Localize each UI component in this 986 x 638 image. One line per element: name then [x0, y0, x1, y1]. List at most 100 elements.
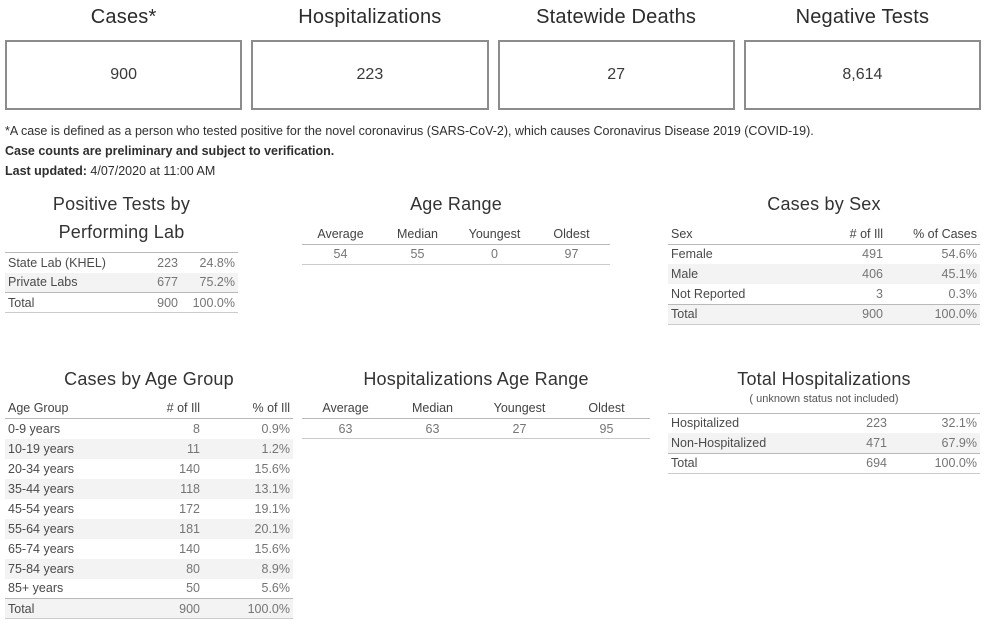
table-cell: 8.9% [261, 561, 291, 576]
table-cell: 172 [179, 501, 200, 516]
table-cell: 55 [410, 247, 425, 261]
table-cell: 15.6% [254, 461, 290, 476]
table-row: Not Reported 3 0.3% [668, 284, 980, 304]
table-cell: 13.1% [254, 481, 290, 496]
column-header: Oldest [533, 224, 610, 245]
column-header: Youngest [456, 224, 533, 245]
table-cell: 65-74 years [8, 541, 75, 556]
panel-subtitle-total-hospitalizations: ( unknown status not included) [749, 392, 899, 405]
table-cell: 100.0% [203, 598, 293, 619]
column-header: Median [389, 398, 476, 419]
table-cell: 35-44 years [8, 481, 75, 496]
column-header: # of Ill [127, 398, 203, 419]
table-cell: Total [668, 303, 808, 324]
table-cell: 19.1% [254, 501, 290, 516]
kpi-value-negative-tests: 8,614 [842, 66, 883, 83]
table-cell: 10-19 years [8, 441, 75, 456]
positive-tests-by-performing-lab-table: State Lab (KHEL) 223 24.8% Private Labs 677 7… [5, 252, 238, 313]
table-row: Total 900 100.0% [668, 303, 980, 324]
table-row: 55-64 years 181 20.1% [5, 518, 293, 539]
table-cell: 3 [876, 286, 883, 301]
table-cell: 406 [862, 267, 883, 281]
table-cell: State Lab (KHEL) [8, 255, 106, 270]
table-cell: 491 [862, 247, 883, 262]
kpi-title-hospitalizations: Hospitalizations [298, 6, 442, 28]
kpi-box-hospitalizations: 223 [251, 40, 489, 110]
panel-positive-tests-by-lab: Positive Tests by Performing Lab State L… [5, 190, 238, 325]
table-cell: 11 [187, 441, 200, 456]
table-row: 45-54 years 172 19.1% [5, 499, 293, 519]
kpi-cards-row: Cases* 900 Hospitalizations 223 Statewid… [0, 0, 986, 110]
table-row: 0-9 years 8 0.9% [5, 419, 293, 439]
column-header: Age Group [5, 398, 127, 419]
table-row: 85+ years 50 5.6% [5, 579, 293, 599]
table-cell: 75-84 years [8, 561, 75, 576]
table-row: Total 900 100.0% [5, 292, 238, 313]
kpi-card-hospitalizations: Hospitalizations 223 [251, 4, 489, 110]
table-cell: 20.1% [254, 521, 290, 536]
column-header: Youngest [476, 398, 563, 419]
table-cell: 8 [193, 421, 200, 436]
panel-title-total-hospitalizations: Total Hospitalizations [737, 368, 911, 389]
panel-title-cases-by-age-group: Cases by Age Group [64, 368, 234, 389]
table-cell: 85+ years [8, 581, 64, 596]
table-cell: 140 [179, 541, 200, 556]
cases-by-age-group-table: Age Group # of Ill% of Ill 0-9 years 8 0.9% 1… [5, 398, 293, 619]
kpi-value-hospitalizations: 223 [356, 66, 384, 83]
table-row: Hospitalized 223 32.1% [668, 413, 980, 433]
panel-total-hospitalizations: Total Hospitalizations ( unknown status … [668, 365, 980, 620]
kpi-card-negative-tests: Negative Tests 8,614 [743, 4, 981, 110]
header-row: Average Median Youngest Oldest [302, 224, 610, 245]
table-cell: 0 [491, 247, 498, 261]
kpi-box-cases: 900 [5, 40, 243, 110]
table-cell: 45.1% [941, 267, 977, 281]
header-row: Age Group # of Ill% of Ill [5, 398, 293, 419]
table-cell: Non-Hospitalized [671, 435, 767, 450]
kpi-card-statewide-deaths: Statewide Deaths 27 [497, 4, 735, 110]
tables-grid: Positive Tests by Performing Lab State L… [0, 190, 986, 619]
kpi-title-cases: Cases* [90, 6, 157, 28]
column-header: Sex [668, 224, 808, 245]
table-cell: 0.9% [261, 421, 291, 436]
column-header: Average [302, 398, 389, 419]
table-cell: Total [5, 292, 133, 313]
table-cell: 694 [818, 452, 890, 473]
table-cell: 900 [808, 303, 886, 324]
table-cell: 677 [157, 275, 178, 290]
table-cell: 140 [179, 461, 200, 476]
kpi-box-statewide-deaths: 27 [497, 40, 735, 110]
panel-title-age-range: Age Range [410, 194, 502, 214]
table-cell: 75.2% [199, 275, 235, 290]
table-cell: 20-34 years [8, 461, 75, 476]
table-row: Total 900 100.0% [5, 598, 293, 619]
footnote-block: *A case is defined as a person who teste… [0, 110, 986, 181]
kpi-title-statewide-deaths: Statewide Deaths [536, 6, 697, 28]
table-row: Total 694 100.0% [668, 452, 980, 473]
table-cell: Private Labs [8, 275, 78, 290]
table-cell: Not Reported [671, 286, 746, 301]
column-header: % of Cases [886, 224, 980, 245]
table-cell: 900 [133, 292, 181, 313]
last-updated-label: Last updated: [5, 164, 87, 178]
column-header: # of Ill [808, 224, 886, 245]
table-cell: 50 [186, 581, 200, 596]
table-cell: 24.8% [199, 255, 235, 270]
table-row: Non-Hospitalized 471 67.9% [668, 433, 980, 453]
kpi-title-negative-tests: Negative Tests [795, 6, 930, 28]
table-cell: 15.6% [254, 541, 290, 556]
table-cell: 55-64 years [8, 521, 75, 536]
table-row: 10-19 years 11 1.2% [5, 438, 293, 459]
cases-by-age-group-table-container: Age Group # of Ill% of Ill 0-9 years 8 0.9% 1… [5, 398, 293, 619]
table-cell: Female [671, 247, 713, 262]
table-cell: 54.6% [941, 247, 977, 262]
table-cell: 0-9 years [8, 421, 61, 436]
panel-title-line1: Positive Tests by [52, 194, 191, 214]
kpi-value-statewide-deaths: 27 [607, 66, 626, 83]
table-cell: 54 [333, 247, 348, 261]
table-cell: 45-54 years [8, 501, 75, 516]
table-row: Male 406 45.1% [668, 264, 980, 284]
table-cell: Total [668, 452, 818, 473]
header-row: Average Median Youngest Oldest [302, 398, 650, 419]
table-cell: 900 [127, 598, 203, 619]
footnote-preliminary-note: Case counts are preliminary and subject … [5, 144, 335, 158]
